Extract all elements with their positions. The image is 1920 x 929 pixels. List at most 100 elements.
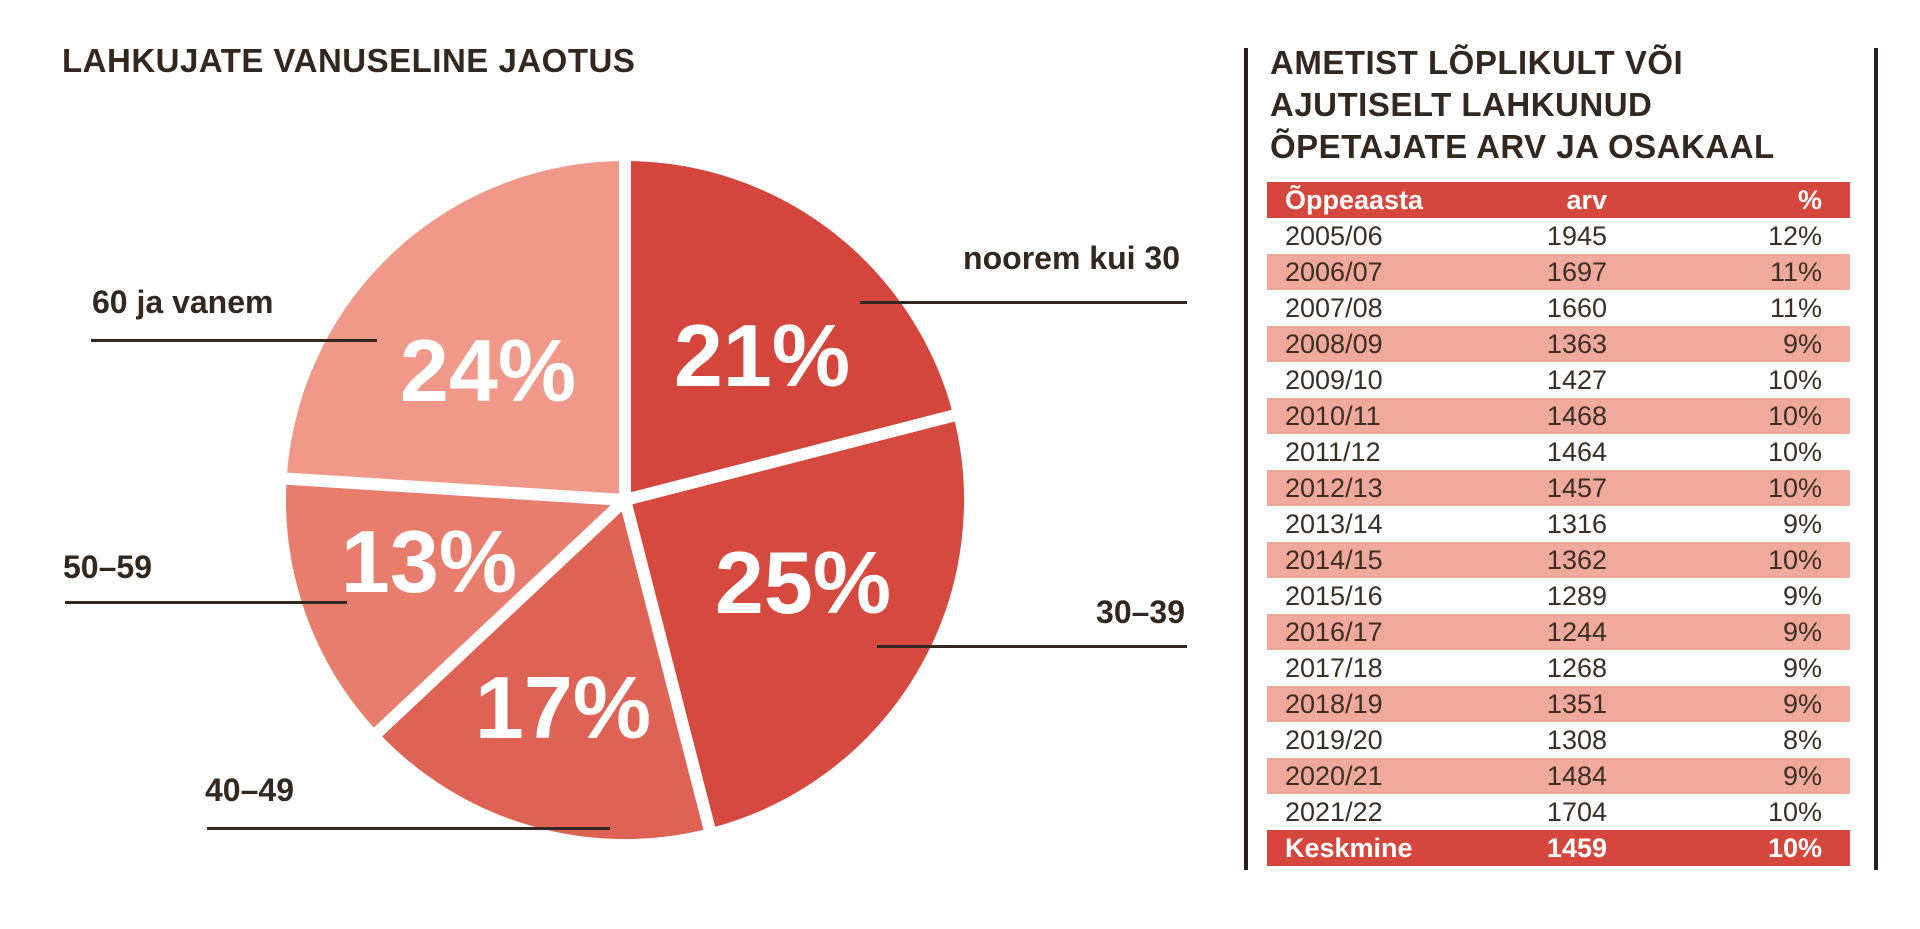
section-divider-left	[1244, 48, 1248, 870]
leader-line	[91, 339, 377, 342]
count-cell: 1308	[1546, 725, 1607, 755]
table-row: 2005/06 1945 12%	[1267, 218, 1850, 254]
average-label-cell: Keskmine	[1285, 833, 1413, 863]
count-cell: 1660	[1546, 293, 1607, 323]
percent-cell: 10%	[1767, 797, 1822, 827]
table-row: 2008/09 1363 9%	[1267, 326, 1850, 362]
table-row: 2011/12 1464 10%	[1267, 434, 1850, 470]
year-cell: 2008/09	[1285, 329, 1383, 359]
pie-slice-noorem-kui-30	[619, 149, 966, 506]
table-row: 2017/18 1268 9%	[1267, 650, 1850, 686]
slice-callout-label: noorem kui 30	[963, 240, 1180, 276]
pie-chart-title: LAHKUJATE VANUSELINE JAOTUS	[62, 42, 636, 79]
count-cell: 1268	[1546, 653, 1607, 683]
slice-value-label: 24%	[399, 321, 577, 420]
year-cell: 2005/06	[1285, 221, 1383, 251]
count-cell: 1468	[1546, 401, 1607, 431]
count-cell: 1244	[1546, 617, 1607, 647]
leader-line	[877, 645, 1187, 648]
slice-value-label: 21%	[673, 306, 851, 405]
slice-value-label: 13%	[340, 512, 518, 611]
year-cell: 2009/10	[1285, 365, 1383, 395]
table-row: 2010/11 1468 10%	[1267, 398, 1850, 434]
year-cell: 2014/15	[1285, 545, 1383, 575]
table-row: 2007/08 1660 11%	[1267, 290, 1850, 326]
percent-cell: 9%	[1782, 653, 1822, 683]
percent-cell: 9%	[1782, 509, 1822, 539]
teacher-leavers-table: Õppeaasta arv% 2005/06 1945 12% 2006/07 1697 11…	[1267, 182, 1850, 866]
year-cell: 2007/08	[1285, 293, 1383, 323]
slice-callout-label: 50–59	[63, 549, 152, 585]
pie-slice-60-ja-vanem	[274, 149, 631, 506]
percent-cell: 10%	[1767, 437, 1822, 467]
pie-slice-50-59	[274, 472, 631, 743]
year-cell: 2017/18	[1285, 653, 1383, 683]
year-cell: 2019/20	[1285, 725, 1383, 755]
table-row: 2018/19 1351 9%	[1267, 686, 1850, 722]
percent-cell: 12%	[1767, 221, 1822, 251]
count-cell: 1697	[1546, 257, 1607, 287]
count-cell: 1316	[1546, 509, 1607, 539]
percent-cell: 10%	[1767, 473, 1822, 503]
count-cell: 1704	[1546, 797, 1607, 827]
average-percent-cell: 10%	[1767, 833, 1822, 863]
count-cell: 1427	[1546, 365, 1607, 395]
year-cell: 2006/07	[1285, 257, 1383, 287]
table-row: 2006/07 1697 11%	[1267, 254, 1850, 290]
table-row: 2014/15 1362 10%	[1267, 542, 1850, 578]
percent-cell: 9%	[1782, 581, 1822, 611]
count-cell: 1362	[1546, 545, 1607, 575]
table-title: AMETIST LÕPLIKULT VÕI AJUTISELT LAHKUNUD…	[1270, 44, 1775, 165]
count-cell: 1457	[1546, 473, 1607, 503]
percent-cell: 11%	[1769, 293, 1822, 323]
year-cell: 2013/14	[1285, 509, 1383, 539]
year-cell: 2015/16	[1285, 581, 1383, 611]
table-row: 2019/20 1308 8%	[1267, 722, 1850, 758]
leader-line	[65, 601, 347, 604]
table-header-row: Õppeaasta arv%	[1267, 182, 1850, 218]
slice-value-label: 17%	[474, 658, 652, 757]
year-cell: 2010/11	[1285, 401, 1381, 431]
percent-cell: 9%	[1782, 329, 1822, 359]
slice-callout-label: 60 ja vanem	[92, 284, 274, 320]
percent-column-header: %	[1797, 185, 1822, 215]
section-divider-right	[1874, 48, 1878, 870]
count-column-header: arv	[1566, 185, 1607, 215]
slice-callout-label: 30–39	[1096, 594, 1185, 630]
table-row: 2020/21 1484 9%	[1267, 758, 1850, 794]
table-row: 2015/16 1289 9%	[1267, 578, 1850, 614]
year-cell: 2011/12	[1285, 437, 1381, 467]
leader-line	[207, 827, 610, 830]
pie-slice-30-39	[619, 408, 977, 841]
table-row: 2012/13 1457 10%	[1267, 470, 1850, 506]
count-cell: 1351	[1546, 689, 1607, 719]
year-cell: 2020/21	[1285, 761, 1383, 791]
count-cell: 1363	[1546, 329, 1607, 359]
leader-line	[860, 301, 1187, 304]
table-row: 2009/10 1427 10%	[1267, 362, 1850, 398]
count-cell: 1484	[1546, 761, 1607, 791]
average-count-cell: 1459	[1546, 833, 1607, 863]
slice-value-label: 25%	[714, 533, 892, 632]
year-cell: 2016/17	[1285, 617, 1383, 647]
year-column-header: Õppeaasta	[1285, 185, 1424, 215]
percent-cell: 9%	[1782, 761, 1822, 791]
year-cell: 2018/19	[1285, 689, 1383, 719]
percent-cell: 10%	[1767, 365, 1822, 395]
table-footer-row: Keskmine 1459 10%	[1267, 830, 1850, 866]
year-cell: 2021/22	[1285, 797, 1383, 827]
pie-slice-40-49	[367, 494, 717, 851]
percent-cell: 9%	[1782, 689, 1822, 719]
table-row: 2013/14 1316 9%	[1267, 506, 1850, 542]
count-cell: 1289	[1546, 581, 1607, 611]
count-cell: 1945	[1546, 221, 1607, 251]
slice-callout-label: 40–49	[205, 772, 294, 808]
percent-cell: 10%	[1767, 545, 1822, 575]
percent-cell: 11%	[1769, 257, 1822, 287]
percent-cell: 9%	[1782, 617, 1822, 647]
percent-cell: 8%	[1782, 725, 1822, 755]
year-cell: 2012/13	[1285, 473, 1383, 503]
table-row: 2016/17 1244 9%	[1267, 614, 1850, 650]
